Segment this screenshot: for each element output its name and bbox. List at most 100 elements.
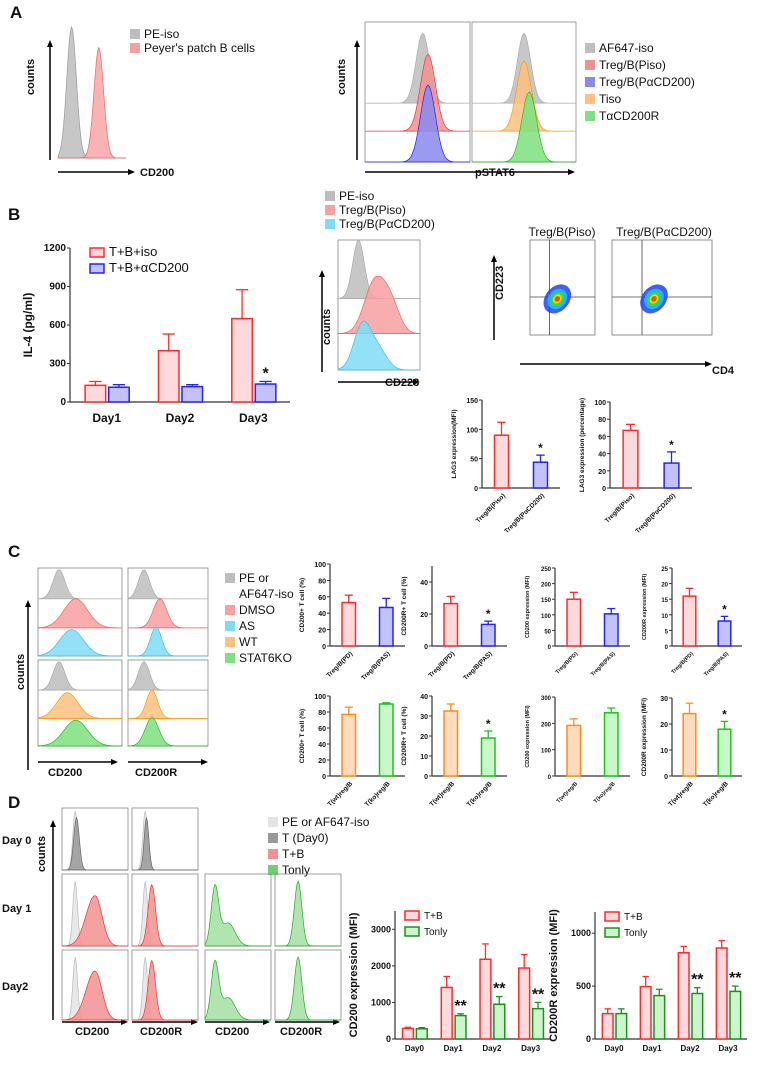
d-legend-swatch [268, 817, 278, 827]
y-tick-label: 300 [49, 359, 66, 370]
y-tick-label: 50 [544, 629, 551, 635]
x-tick-label: Treg/B(PAS) [703, 651, 730, 678]
bar-chart-lag3mfi: 0 50 100 150 LAG3 expression(MFI) * Treg/B(Pis… [451, 398, 560, 535]
d-xlabel-2: CD200R [140, 1026, 182, 1038]
bar [691, 992, 704, 1040]
y-tick-label: 20 [318, 628, 326, 635]
c-legend-label: DMSO [239, 603, 275, 617]
arrow-head-icon [111, 759, 118, 765]
y-tick-label: 60 [598, 434, 606, 441]
arrow-head-icon [191, 1019, 198, 1025]
a-legend-right-label: Treg/B(PαCD200) [599, 75, 695, 89]
a-legend-label: PE-iso [144, 27, 180, 41]
a-legend-swatch [130, 43, 140, 53]
scatter-xlabel: CD4 [712, 365, 735, 377]
legend-label: T+B+iso [109, 244, 157, 259]
b-legend-label: Treg/B(Piso) [339, 203, 406, 217]
d-legend-label: T (Day0) [282, 831, 328, 845]
y-tick-label: 100 [594, 400, 606, 407]
legend-label: T+B [424, 911, 443, 922]
y-tick-label: 5 [665, 629, 669, 635]
histogram-curve [127, 569, 208, 600]
significance-label: * [669, 438, 674, 452]
legend-swatch [404, 910, 420, 921]
bar-chart-c2: 0 20 40 CD200R+ T cell (%) * Treg/B(PD) Treg/B… [401, 566, 507, 682]
histogram-curve [132, 881, 198, 947]
significance-label: ** [691, 972, 704, 989]
panel-label-c: C [8, 542, 20, 561]
bar [682, 595, 697, 647]
legend-label: Tonly [424, 927, 447, 938]
bar [653, 994, 666, 1040]
bar [157, 349, 180, 403]
bar [566, 724, 582, 777]
y-tick-label: 40 [420, 580, 428, 587]
a-histogram-treg [364, 21, 471, 163]
bar [603, 712, 619, 777]
x-tick-label: Day2 [482, 1044, 502, 1053]
y-tick-label: 60 [318, 595, 326, 602]
y-tick-label: 10 [660, 748, 668, 755]
d-histogram-cd200r [131, 873, 199, 947]
bar [254, 383, 277, 403]
y-tick-label: 3000 [371, 924, 391, 934]
arrow-head-icon [201, 759, 208, 765]
y-tick-label: 10 [661, 614, 668, 620]
histogram-curve [132, 956, 198, 1021]
a-legend-right-label: AF647-iso [599, 41, 654, 55]
x-tick-label: T(ko)reg/B [593, 781, 617, 805]
bar [622, 429, 639, 489]
d-histogram-cd200 [61, 873, 129, 947]
scatter-title-pacd200: Treg/B(PαCD200) [616, 225, 712, 239]
y-tick-label: 0 [586, 1034, 591, 1044]
y-tick-label: 20 [318, 758, 326, 765]
d-histogram-tonly-cd200r [274, 873, 342, 947]
c-xlabel-cd200r: CD200R [135, 767, 177, 779]
y-tick-label: 300 [541, 696, 552, 702]
d-histogram-tonly-cd200 [204, 873, 272, 947]
scatter-ylabel: CD223 [494, 266, 506, 300]
a-histogram-t [471, 21, 577, 163]
significance-label: * [486, 607, 491, 621]
c-xlabel-cd200: CD200 [48, 767, 82, 779]
bar [663, 462, 680, 489]
legend-swatch [404, 926, 420, 937]
bar [480, 623, 496, 647]
y-tick-label: 20 [660, 722, 668, 729]
b-counts-label: counts [321, 309, 333, 345]
significance-label: * [262, 365, 269, 382]
bar [341, 713, 357, 777]
histogram-frame [274, 949, 342, 1021]
bar [639, 985, 652, 1040]
arrow-head-icon [263, 1019, 270, 1025]
d-legend-label: Tonly [282, 863, 310, 877]
bar [107, 386, 130, 403]
y-tick-label: 600 [49, 320, 66, 331]
y-tick-label: 250 [541, 567, 552, 573]
bar-chart-c4: 0 5 10 15 20 25 CD200R expression (MFI) * Treg/B… [642, 567, 742, 678]
c-legend-label: WT [239, 635, 258, 649]
c-legend-swatch [225, 605, 235, 615]
d-counts-label: counts [36, 836, 48, 872]
y-axis-label: CD200R expression (MFI) [641, 698, 648, 776]
d-xlabel-3: CD200 [215, 1026, 249, 1038]
arrow-head-icon [47, 40, 53, 47]
y-tick-label: 0 [602, 486, 606, 493]
bar [493, 1003, 506, 1040]
a-legend-right-label: Treg/B(Piso) [599, 58, 666, 72]
y-axis-label: CD200R+ T cell (%) [401, 706, 408, 765]
a-counts-label-right: counts [336, 59, 348, 95]
y-tick-label: 40 [318, 611, 326, 618]
arrow-head-icon [568, 169, 575, 175]
bar [717, 728, 732, 777]
histogram-curve [37, 629, 123, 657]
c-histogram-cd200r-wt [127, 659, 209, 747]
significance-label: ** [729, 970, 742, 987]
bar-chart-d1: 0 1000 2000 3000 CD200 expression (MFI) ** ** *… [348, 910, 550, 1053]
a-legend-right-swatch [585, 43, 595, 53]
y-tick-label: 30 [420, 714, 428, 721]
y-axis-label: CD200R expression (MFI) [642, 574, 648, 640]
y-tick-label: 60 [318, 726, 326, 733]
bar-chart-lag3pct: 0 20 40 60 80 100 LAG3 expression (percentage)… [579, 398, 692, 535]
